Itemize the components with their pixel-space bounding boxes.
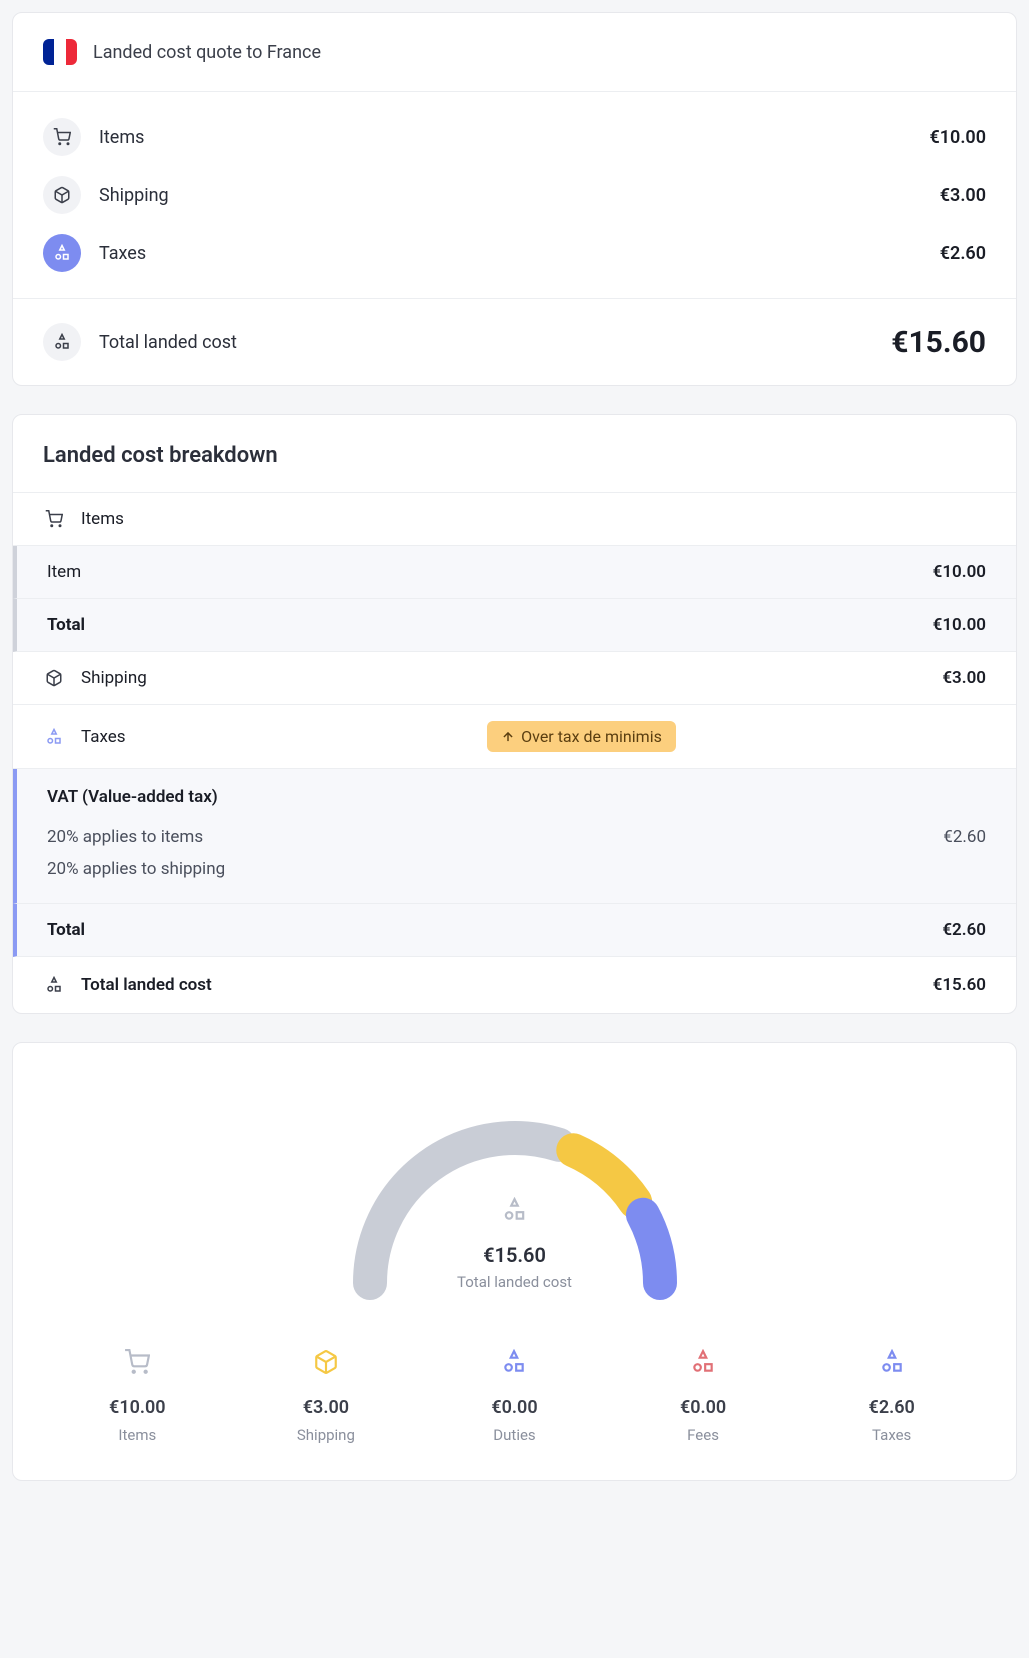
legend-label: Taxes <box>872 1426 911 1444</box>
package-icon <box>43 669 65 687</box>
breakdown-items-header: Items <box>13 493 1016 546</box>
cart-icon <box>43 118 81 156</box>
vat-line-label: 20% applies to items <box>47 827 943 847</box>
summary-value: €2.60 <box>940 243 986 264</box>
vat-title: VAT (Value-added tax) <box>47 787 986 807</box>
legend-label: Duties <box>493 1426 535 1444</box>
summary-row-items: Items €10.00 <box>43 108 986 166</box>
breakdown-item-row: Item €10.00 <box>13 546 1016 599</box>
breakdown-taxes-header: Taxes Over tax de minimis <box>13 705 1016 769</box>
shapes-icon <box>43 728 65 746</box>
badge-label: Over tax de minimis <box>521 727 662 746</box>
breakdown-taxes-total: Total €2.60 <box>13 904 1016 957</box>
arrow-up-icon <box>501 730 515 744</box>
summary-row-taxes: Taxes €2.60 <box>43 224 986 282</box>
summary-row-shipping: Shipping €3.00 <box>43 166 986 224</box>
package-icon <box>43 176 81 214</box>
legend-item-fees: €0.00 Fees <box>628 1347 778 1444</box>
quote-total-row: Total landed cost €15.60 <box>13 298 1016 385</box>
breakdown-card: Landed cost breakdown Items Item €10.00 … <box>12 414 1017 1014</box>
legend-item-taxes: €2.60 Taxes <box>817 1347 967 1444</box>
legend-item-items: €10.00 Items <box>62 1347 212 1444</box>
france-flag-icon <box>43 39 77 65</box>
vat-line-value: €2.60 <box>943 827 986 847</box>
shapes-icon <box>43 234 81 272</box>
summary-label: Items <box>99 127 911 148</box>
shapes-icon <box>502 1197 528 1223</box>
row-label: Total landed cost <box>81 975 917 995</box>
row-label: Taxes <box>81 727 161 747</box>
gauge-card: €15.60 Total landed cost €10.00 Items €3… <box>12 1042 1017 1481</box>
shapes-icon <box>501 1347 527 1377</box>
row-label: Item <box>47 562 917 582</box>
row-value: €2.60 <box>942 920 986 940</box>
legend-amount: €2.60 <box>869 1397 915 1418</box>
gauge-chart: €15.60 Total landed cost <box>325 1083 705 1303</box>
legend-label: Items <box>118 1426 156 1444</box>
quote-card: Landed cost quote to France Items €10.00… <box>12 12 1017 386</box>
breakdown-section-label: Items <box>81 509 986 529</box>
row-value: €10.00 <box>933 615 986 635</box>
shapes-icon <box>879 1347 905 1377</box>
row-value: €10.00 <box>933 562 986 582</box>
breakdown-vat-detail: VAT (Value-added tax) 20% applies to ite… <box>13 769 1016 904</box>
legend-item-shipping: €3.00 Shipping <box>251 1347 401 1444</box>
legend-amount: €0.00 <box>491 1397 537 1418</box>
gauge-center: €15.60 Total landed cost <box>457 1197 572 1291</box>
row-value: €15.60 <box>933 975 986 995</box>
breakdown-grand-total: Total landed cost €15.60 <box>13 957 1016 1013</box>
shapes-icon <box>690 1347 716 1377</box>
de-minimis-badge: Over tax de minimis <box>487 721 676 752</box>
vat-line: 20% applies to items €2.60 <box>47 821 986 853</box>
legend-amount: €10.00 <box>109 1397 166 1418</box>
gauge-sublabel: Total landed cost <box>457 1273 572 1291</box>
summary-value: €10.00 <box>929 127 986 148</box>
shapes-icon <box>43 323 81 361</box>
quote-header: Landed cost quote to France <box>13 13 1016 92</box>
quote-title: Landed cost quote to France <box>93 42 321 63</box>
row-label: Total <box>47 920 926 940</box>
legend-label: Shipping <box>297 1426 355 1444</box>
total-value: €15.60 <box>891 325 986 360</box>
gauge-legend: €10.00 Items €3.00 Shipping €0.00 Duties… <box>33 1347 996 1444</box>
summary-label: Taxes <box>99 243 922 264</box>
package-icon <box>313 1347 339 1377</box>
cart-icon <box>43 510 65 528</box>
total-label: Total landed cost <box>99 332 873 353</box>
breakdown-items-total: Total €10.00 <box>13 599 1016 652</box>
breakdown-shipping-row: Shipping €3.00 <box>13 652 1016 705</box>
summary-label: Shipping <box>99 185 922 206</box>
row-value: €3.00 <box>942 668 986 688</box>
quote-summary: Items €10.00 Shipping €3.00 Taxes €2.60 <box>13 92 1016 298</box>
legend-item-duties: €0.00 Duties <box>439 1347 589 1444</box>
gauge-amount: €15.60 <box>483 1243 546 1267</box>
legend-label: Fees <box>687 1426 719 1444</box>
summary-value: €3.00 <box>940 185 986 206</box>
breakdown-title: Landed cost breakdown <box>13 415 1016 493</box>
shapes-icon <box>43 976 65 994</box>
cart-icon <box>124 1347 150 1377</box>
legend-amount: €3.00 <box>303 1397 349 1418</box>
row-label: Shipping <box>81 668 926 688</box>
legend-amount: €0.00 <box>680 1397 726 1418</box>
vat-line-label: 20% applies to shipping <box>47 859 986 879</box>
row-label: Total <box>47 615 917 635</box>
vat-line: 20% applies to shipping <box>47 853 986 885</box>
